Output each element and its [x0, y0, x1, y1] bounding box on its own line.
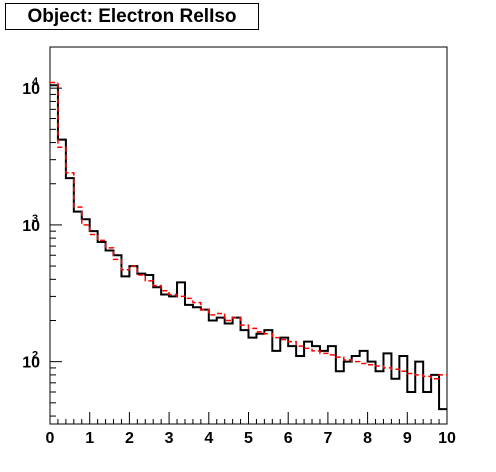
y-tick-exponent: 2 [32, 350, 38, 362]
x-tick-label: 3 [165, 430, 174, 447]
series-line-solid [50, 84, 447, 411]
axis-ticks [49, 46, 448, 424]
y-tick-label: 10 [22, 81, 40, 98]
y-tick-base: 10 [22, 355, 40, 372]
x-tick-label: 10 [438, 430, 456, 447]
title-box: Object: Electron RelIso [5, 3, 259, 30]
x-tick-label: 0 [46, 430, 55, 447]
series-layer [50, 81, 447, 411]
y-tick-exponent: 4 [32, 76, 39, 88]
y-tick-base: 10 [22, 218, 40, 235]
x-tick-label: 6 [284, 430, 293, 447]
x-tick-label: 5 [244, 430, 253, 447]
x-tick-label: 7 [323, 430, 332, 447]
x-tick-label: 2 [125, 430, 134, 447]
plot-frame [49, 46, 448, 425]
chart-title: Object: Electron RelIso [27, 5, 237, 27]
x-tick-label: 9 [403, 430, 412, 447]
series-line-dashed [50, 81, 447, 380]
x-tick-label: 4 [204, 430, 213, 447]
x-tick-label: 1 [85, 430, 94, 447]
x-tick-labels: 0 1 2 3 4 5 6 7 8 9 10 [46, 430, 456, 447]
y-tick-base: 10 [22, 81, 40, 98]
y-tick-label: 10 [22, 355, 40, 372]
y-tick-exponent: 3 [32, 213, 38, 225]
y-tick-label: 10 [22, 218, 40, 235]
x-tick-label: 8 [363, 430, 372, 447]
